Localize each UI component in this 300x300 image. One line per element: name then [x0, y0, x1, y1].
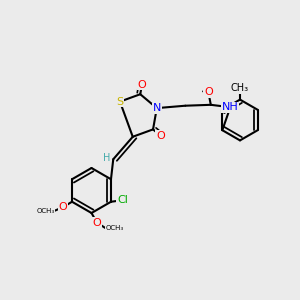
Text: O: O [92, 218, 101, 228]
Text: O: O [204, 87, 213, 97]
Text: S: S [116, 97, 124, 106]
Text: O: O [58, 202, 68, 212]
Text: NH: NH [222, 102, 239, 112]
Text: O: O [137, 80, 146, 90]
Text: CH₃: CH₃ [231, 83, 249, 93]
Text: OCH₃: OCH₃ [105, 225, 123, 231]
Text: Cl: Cl [117, 195, 128, 205]
Text: H: H [103, 153, 110, 163]
Text: O: O [156, 130, 165, 141]
Text: N: N [153, 103, 161, 113]
Text: OCH₃: OCH₃ [37, 208, 55, 214]
